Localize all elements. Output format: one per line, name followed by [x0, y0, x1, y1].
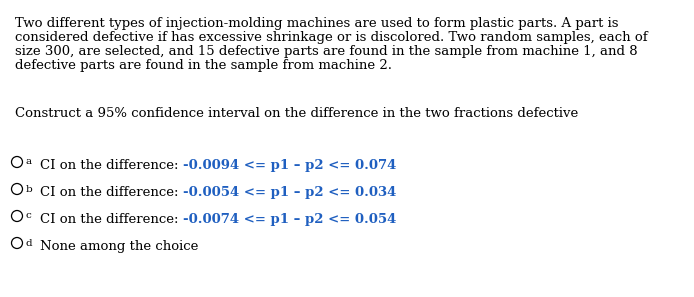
Text: d: d — [26, 238, 33, 247]
Text: Two different types of injection-molding machines are used to form plastic parts: Two different types of injection-molding… — [15, 17, 618, 30]
Text: -0.0094 <= p1 – p2 <= 0.074: -0.0094 <= p1 – p2 <= 0.074 — [183, 159, 396, 172]
Text: -0.0054 <= p1 – p2 <= 0.034: -0.0054 <= p1 – p2 <= 0.034 — [183, 186, 396, 199]
Text: considered defective if has excessive shrinkage or is discolored. Two random sam: considered defective if has excessive sh… — [15, 31, 648, 44]
Text: CI on the difference:: CI on the difference: — [40, 213, 183, 226]
Text: size 300, are selected, and 15 defective parts are found in the sample from mach: size 300, are selected, and 15 defective… — [15, 45, 638, 58]
Text: CI on the difference:: CI on the difference: — [40, 159, 183, 172]
Text: a: a — [26, 157, 32, 167]
Text: Construct a 95% confidence interval on the difference in the two fractions defec: Construct a 95% confidence interval on t… — [15, 107, 578, 120]
Text: None among the choice: None among the choice — [40, 240, 198, 253]
Text: c: c — [26, 211, 32, 220]
Text: b: b — [26, 184, 33, 194]
Text: -0.0074 <= p1 – p2 <= 0.054: -0.0074 <= p1 – p2 <= 0.054 — [183, 213, 396, 226]
Text: CI on the difference:: CI on the difference: — [40, 186, 183, 199]
Text: defective parts are found in the sample from machine 2.: defective parts are found in the sample … — [15, 59, 392, 72]
